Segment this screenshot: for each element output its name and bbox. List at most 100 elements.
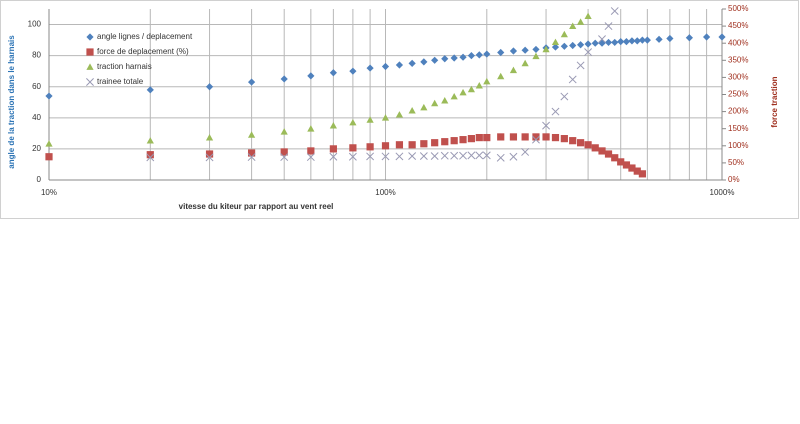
point — [467, 135, 475, 143]
legend-label: trainee totale — [97, 77, 144, 86]
point — [532, 52, 540, 60]
point — [617, 38, 625, 46]
point — [584, 40, 592, 48]
point — [280, 128, 288, 135]
point — [584, 48, 593, 57]
point — [146, 153, 155, 162]
chart-border — [0, 0, 799, 219]
point — [560, 42, 568, 50]
y2-tick-label: 100% — [728, 141, 748, 150]
point — [584, 12, 592, 20]
point — [408, 106, 416, 114]
point — [576, 139, 585, 147]
point — [475, 82, 483, 89]
point — [441, 138, 449, 146]
point — [280, 75, 288, 83]
point — [431, 139, 439, 147]
point — [509, 47, 518, 55]
point — [482, 151, 491, 160]
point — [366, 152, 375, 161]
point — [475, 133, 483, 142]
y2-tick-label: 500% — [728, 4, 748, 13]
point — [532, 133, 540, 141]
point — [395, 141, 404, 149]
point — [450, 151, 459, 160]
point — [604, 38, 613, 47]
point — [622, 161, 631, 169]
point — [329, 152, 338, 161]
point — [497, 133, 505, 141]
point — [307, 147, 315, 155]
legend-label: angle lignes / deplacement — [97, 32, 193, 41]
y2-tick-label: 350% — [728, 55, 748, 64]
y2-axis-title: force traction — [770, 76, 779, 127]
point — [408, 152, 417, 161]
point — [459, 151, 467, 160]
point — [420, 58, 428, 66]
point — [329, 122, 337, 129]
point — [633, 167, 641, 175]
x-tick-label: 1000% — [710, 188, 735, 197]
point — [45, 153, 53, 161]
point — [431, 56, 439, 64]
point — [467, 52, 475, 60]
point — [381, 142, 390, 150]
x-tick-label: 100% — [375, 188, 395, 197]
point — [638, 170, 646, 178]
point — [483, 50, 491, 58]
point — [611, 38, 619, 47]
point — [45, 92, 53, 100]
point — [560, 135, 568, 143]
point — [419, 152, 428, 161]
point — [569, 41, 577, 50]
y-tick-label: 40 — [32, 113, 41, 122]
point — [569, 137, 577, 145]
point — [441, 97, 449, 104]
point — [45, 140, 53, 147]
y-tick-label: 20 — [32, 144, 41, 153]
y-axis-title: angle de la traction dans le harnais — [7, 35, 16, 169]
point — [420, 140, 428, 148]
point — [381, 114, 390, 121]
y2-tick-label: 50% — [728, 158, 744, 167]
point — [247, 149, 256, 157]
point — [532, 45, 540, 54]
point — [459, 88, 467, 96]
point — [509, 152, 518, 161]
point — [542, 121, 551, 130]
point — [560, 30, 568, 38]
point — [633, 37, 641, 45]
legend-marker — [86, 48, 94, 56]
y-tick-label: 80 — [32, 51, 41, 60]
point — [307, 125, 315, 132]
point — [521, 46, 529, 54]
point — [431, 99, 439, 107]
point — [420, 103, 428, 111]
y2-tick-label: 250% — [728, 90, 748, 99]
point — [542, 133, 550, 141]
point — [205, 150, 214, 158]
point — [483, 133, 491, 142]
x-tick-label: 10% — [41, 188, 57, 197]
x-axis-title: vitesse du kiteur par rapport au vent re… — [179, 202, 334, 211]
point — [532, 135, 540, 144]
point — [450, 137, 458, 145]
point — [598, 39, 606, 47]
point — [551, 133, 560, 142]
point — [628, 37, 636, 45]
point — [247, 131, 256, 138]
point — [395, 61, 404, 69]
point — [622, 38, 631, 46]
point — [467, 151, 476, 160]
point — [280, 148, 288, 156]
point — [349, 118, 357, 126]
point — [366, 116, 374, 123]
point — [576, 41, 585, 49]
point — [655, 35, 663, 43]
point — [521, 148, 530, 156]
point — [440, 151, 449, 160]
point — [521, 133, 529, 141]
point — [381, 152, 390, 161]
point — [408, 59, 416, 68]
y2-tick-label: 400% — [728, 38, 748, 47]
